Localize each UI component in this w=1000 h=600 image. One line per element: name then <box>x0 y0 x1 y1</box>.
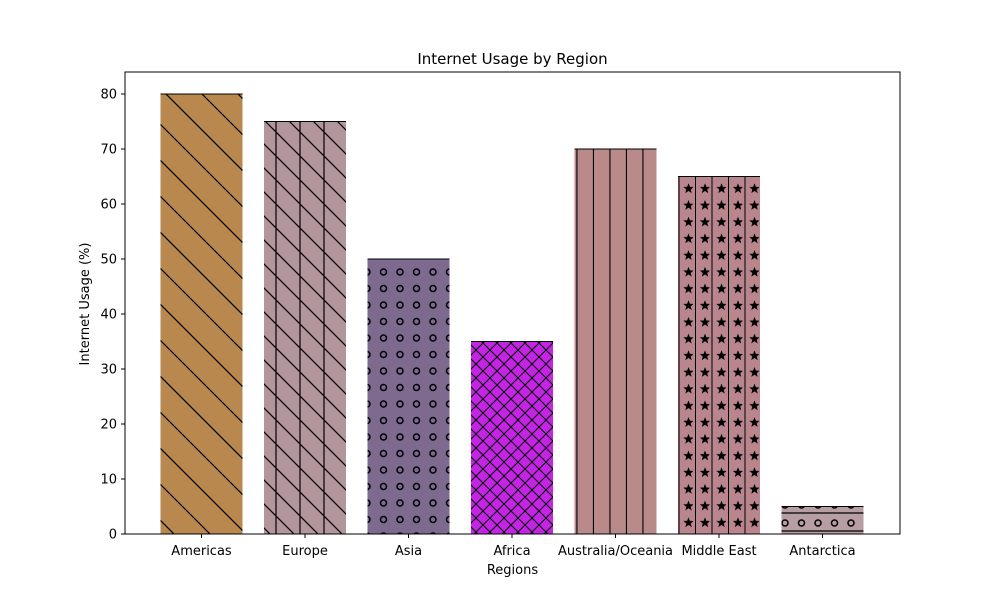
x-tick-label: Europe <box>282 544 328 559</box>
bar-middle-east <box>678 176 760 534</box>
y-tick-label: 20 <box>100 418 117 433</box>
y-tick-label: 70 <box>100 143 117 158</box>
y-tick-label: 40 <box>100 308 117 323</box>
y-tick-label: 10 <box>100 473 117 488</box>
bar-asia <box>367 259 450 534</box>
y-tick-label: 60 <box>100 198 117 213</box>
y-tick-label: 50 <box>100 253 117 268</box>
bar-europe <box>264 121 346 534</box>
y-tick-label: 30 <box>100 363 117 378</box>
chart-title: Internet Usage by Region <box>417 50 607 68</box>
x-tick-label: Australia/Oceania <box>558 544 673 559</box>
x-tick-label: Middle East <box>681 544 756 559</box>
bar-antarctica <box>781 506 864 534</box>
bar-africa <box>471 341 553 534</box>
axes-layer: 0 10 20 30 40 50 60 70 80 Americas Europe Asia Afric… <box>100 71 901 559</box>
y-axis-label: Internet Usage (%) <box>78 243 93 366</box>
bar-australia-oceania <box>574 149 657 534</box>
bars-layer <box>160 93 864 534</box>
x-tick-label: Americas <box>171 544 232 559</box>
x-tick-label: Asia <box>395 544 422 559</box>
y-tick-label: 0 <box>109 528 117 543</box>
y-tick-label: 80 <box>100 88 117 103</box>
x-tick-label: Africa <box>493 544 530 559</box>
x-axis-label: Regions <box>487 563 539 578</box>
x-tick-label: Antarctica <box>789 544 855 559</box>
bar-americas <box>160 94 243 534</box>
